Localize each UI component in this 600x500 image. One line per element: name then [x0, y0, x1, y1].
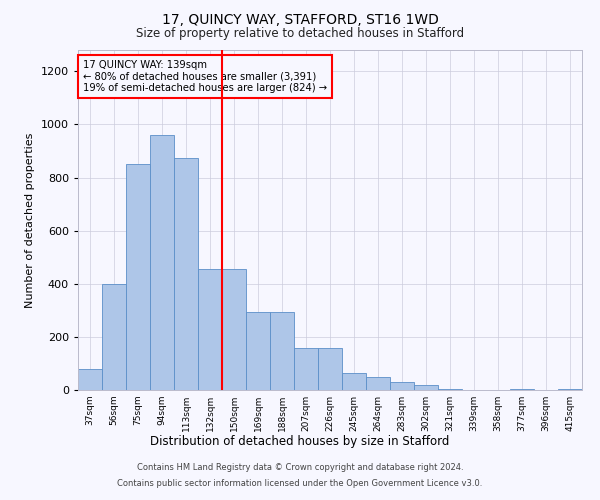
Bar	[246, 312, 270, 390]
Text: Distribution of detached houses by size in Stafford: Distribution of detached houses by size …	[151, 435, 449, 448]
Bar	[558, 388, 582, 390]
Bar	[174, 158, 198, 390]
Text: Contains HM Land Registry data © Crown copyright and database right 2024.: Contains HM Land Registry data © Crown c…	[137, 464, 463, 472]
Bar	[294, 348, 318, 390]
Text: Contains public sector information licensed under the Open Government Licence v3: Contains public sector information licen…	[118, 478, 482, 488]
Bar	[318, 348, 342, 390]
Text: 17 QUINCY WAY: 139sqm
← 80% of detached houses are smaller (3,391)
19% of semi-d: 17 QUINCY WAY: 139sqm ← 80% of detached …	[83, 60, 327, 94]
Y-axis label: Number of detached properties: Number of detached properties	[25, 132, 35, 308]
Text: Size of property relative to detached houses in Stafford: Size of property relative to detached ho…	[136, 28, 464, 40]
Text: 17, QUINCY WAY, STAFFORD, ST16 1WD: 17, QUINCY WAY, STAFFORD, ST16 1WD	[161, 12, 439, 26]
Bar	[270, 312, 294, 390]
Bar	[366, 376, 390, 390]
Bar	[198, 269, 222, 390]
Bar	[342, 372, 366, 390]
Bar	[222, 269, 246, 390]
Bar	[78, 369, 102, 390]
Bar	[510, 388, 534, 390]
Bar	[438, 388, 462, 390]
Bar	[102, 284, 126, 390]
Bar	[150, 135, 174, 390]
Bar	[390, 382, 414, 390]
Bar	[414, 384, 438, 390]
Bar	[126, 164, 150, 390]
